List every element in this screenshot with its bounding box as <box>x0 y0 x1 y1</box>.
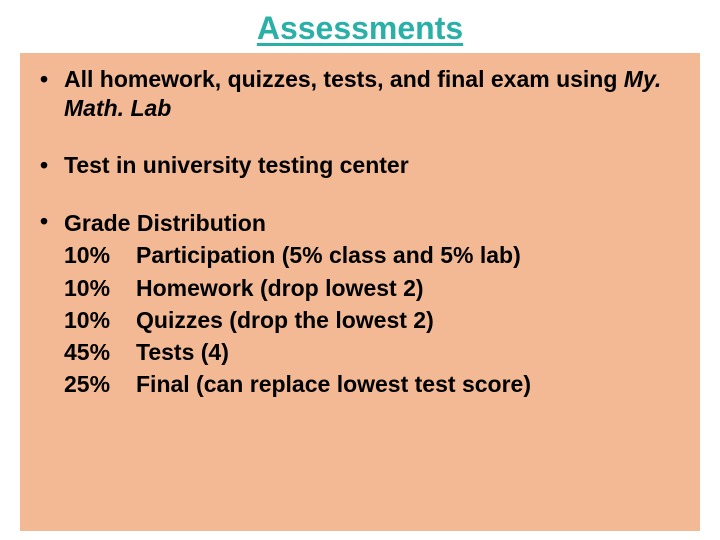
grade-row: 45% Tests (4) <box>38 336 682 368</box>
content-box: • All homework, quizzes, tests, and fina… <box>20 53 700 531</box>
bullet-text: Test in university testing center <box>64 151 682 180</box>
grade-heading: Grade Distribution <box>64 207 682 239</box>
bullet-dot-icon: • <box>38 65 64 123</box>
bullet-text: All homework, quizzes, tests, and final … <box>64 65 682 123</box>
grade-row: 10% Homework (drop lowest 2) <box>38 272 682 304</box>
grade-pct: 45% <box>64 336 136 368</box>
bullet-prefix: All homework, quizzes, tests, and final … <box>64 66 624 92</box>
bullet-item: • Grade Distribution <box>38 207 682 239</box>
grade-desc: Quizzes (drop the lowest 2) <box>136 304 682 336</box>
grade-row: 10% Quizzes (drop the lowest 2) <box>38 304 682 336</box>
grade-pct: 25% <box>64 368 136 400</box>
grade-desc: Participation (5% class and 5% lab) <box>136 239 682 271</box>
slide-title: Assessments <box>0 0 720 51</box>
bullet-dot-icon: • <box>38 151 64 180</box>
grade-pct: 10% <box>64 272 136 304</box>
grade-pct: 10% <box>64 304 136 336</box>
grade-desc: Final (can replace lowest test score) <box>136 368 682 400</box>
bullet-item: • All homework, quizzes, tests, and fina… <box>38 65 682 123</box>
grade-desc: Tests (4) <box>136 336 682 368</box>
grade-desc: Homework (drop lowest 2) <box>136 272 682 304</box>
grade-row: 10% Participation (5% class and 5% lab) <box>38 239 682 271</box>
bullet-dot-icon: • <box>38 207 64 239</box>
grade-distribution-block: • Grade Distribution 10% Participation (… <box>38 207 682 400</box>
bullet-item: • Test in university testing center <box>38 151 682 180</box>
bullet-prefix: Test in university testing center <box>64 152 409 178</box>
slide: Assessments • All homework, quizzes, tes… <box>0 0 720 540</box>
grade-row: 25% Final (can replace lowest test score… <box>38 368 682 400</box>
grade-pct: 10% <box>64 239 136 271</box>
